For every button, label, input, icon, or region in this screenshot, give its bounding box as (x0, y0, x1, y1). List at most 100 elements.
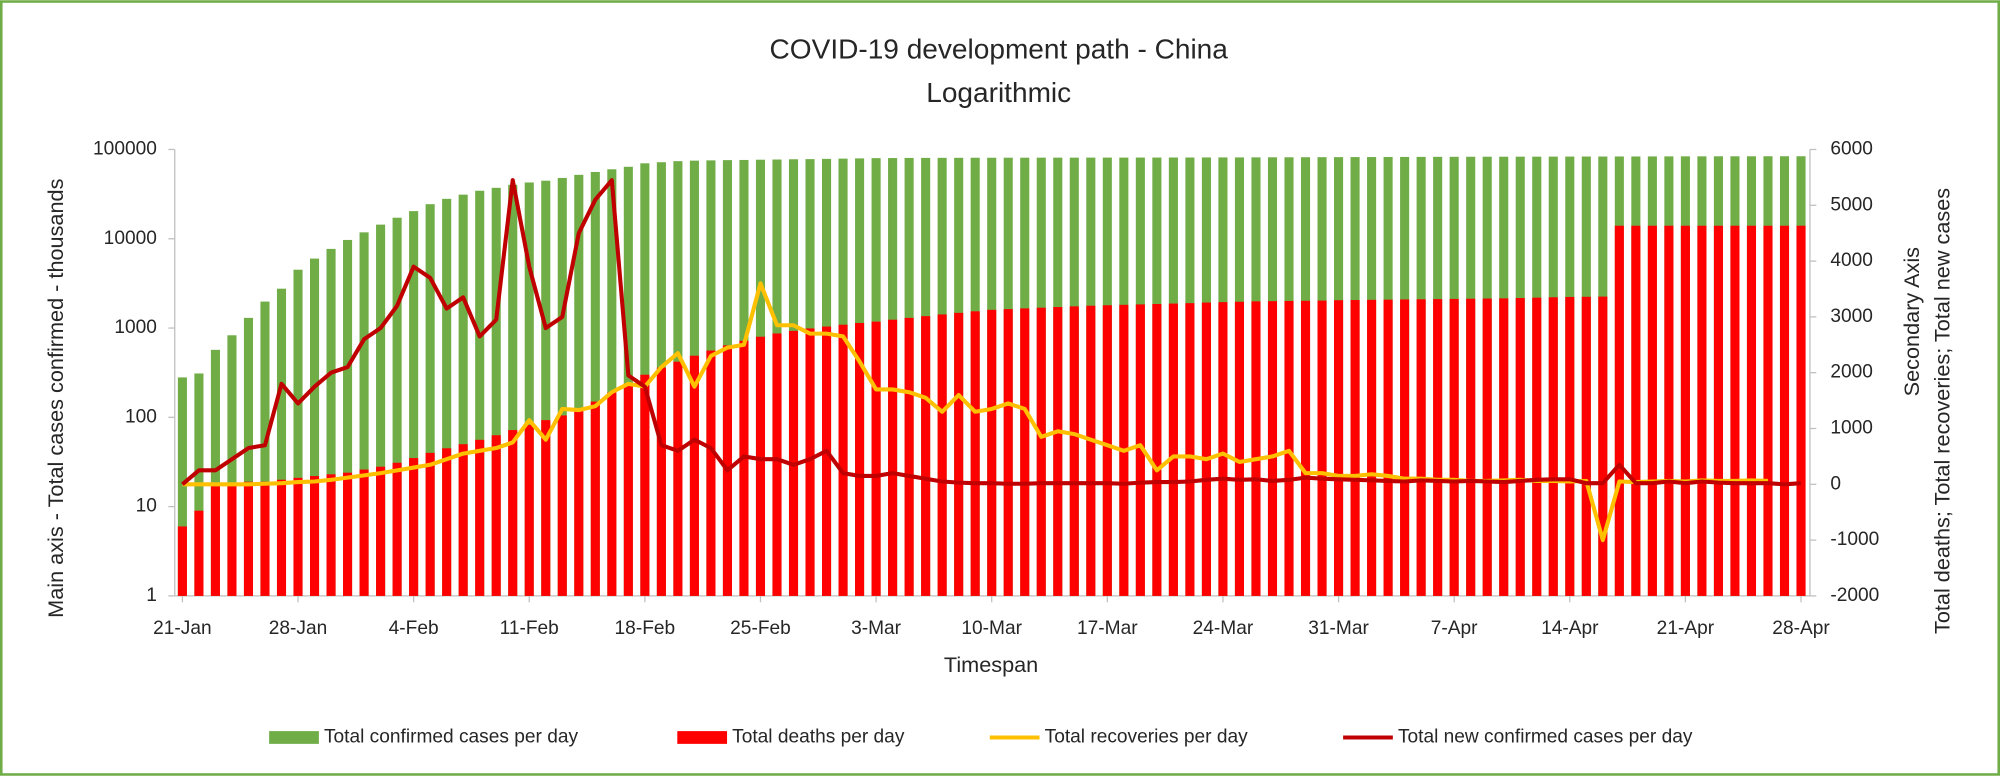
bar (293, 269, 303, 596)
y2-tick-label: 1000 (1830, 418, 1873, 439)
bar (458, 194, 468, 596)
bar (838, 324, 848, 596)
bar (1779, 225, 1790, 596)
x-tick-label: 25-Feb (730, 618, 791, 639)
bar (392, 217, 402, 596)
bar (227, 483, 237, 596)
bar (1334, 300, 1344, 596)
bar (210, 486, 220, 596)
bar (376, 466, 386, 596)
bar (1763, 225, 1773, 596)
bar (343, 239, 353, 596)
y2-tick-label: 3000 (1830, 306, 1873, 327)
bar (1515, 298, 1525, 596)
bar (1003, 309, 1013, 596)
bar (1664, 225, 1674, 596)
y2-tick-label: -2000 (1830, 585, 1879, 606)
bar (1086, 305, 1096, 596)
bar (805, 328, 815, 596)
bar (1548, 297, 1558, 596)
bar (326, 474, 336, 596)
bar (1350, 300, 1360, 596)
y-tick-label: 10 (136, 496, 157, 517)
bar (888, 319, 898, 596)
legend-label: Total confirmed cases per day (324, 727, 578, 748)
bar (458, 444, 468, 596)
y2-axis-title: Secondary Axis (1899, 247, 1924, 397)
bar (475, 439, 485, 596)
bar (904, 317, 914, 596)
y2-tick-label: -1000 (1830, 529, 1879, 550)
y-axis-title: Main axis - Total cases confirmed - thou… (43, 178, 68, 617)
y2-axis-title: Total deaths; Total recoveries; Total ne… (1930, 188, 1955, 634)
bar (1466, 298, 1476, 596)
legend-label: Total new confirmed cases per day (1398, 727, 1693, 748)
bar (177, 377, 187, 596)
x-axis-title: Timespan (944, 652, 1038, 677)
x-tick-label: 18-Feb (615, 618, 676, 639)
bar (755, 336, 766, 596)
bar (309, 258, 320, 596)
bar (1036, 307, 1046, 596)
bar (739, 340, 749, 596)
bar (1532, 297, 1542, 596)
bar (673, 361, 683, 596)
y2-tick-label: 6000 (1830, 139, 1873, 160)
bar (1565, 296, 1575, 596)
bar (1201, 302, 1211, 596)
bar (640, 374, 650, 596)
bar (243, 317, 254, 596)
bar (574, 174, 584, 596)
bar (1697, 225, 1707, 596)
x-tick-label: 28-Jan (269, 618, 327, 639)
bar (954, 312, 964, 596)
bar (442, 198, 452, 596)
bar (1631, 225, 1641, 596)
bar (1020, 308, 1030, 596)
chart-subtitle: Logarithmic (926, 77, 1071, 108)
x-tick-label: 17-Mar (1077, 618, 1138, 639)
y-tick-label: 1 (146, 585, 157, 606)
bar (541, 180, 551, 596)
y-tick-label: 10000 (104, 228, 157, 249)
x-tick-label: 21-Jan (153, 618, 211, 639)
bar (508, 430, 518, 596)
x-tick-label: 11-Feb (500, 618, 559, 639)
bar (227, 335, 237, 596)
bar (260, 481, 270, 596)
bar (855, 322, 865, 596)
bar (210, 349, 220, 596)
bar (1069, 306, 1079, 596)
bar (623, 383, 633, 596)
bar (590, 401, 600, 596)
bar (359, 232, 369, 596)
bar (1713, 225, 1723, 596)
x-tick-label: 31-Mar (1308, 618, 1369, 639)
bar (1267, 301, 1278, 596)
bar (508, 184, 518, 596)
bar (491, 435, 501, 596)
bar (1102, 305, 1112, 596)
y2-tick-label: 2000 (1830, 362, 1873, 383)
bar (442, 448, 452, 596)
bar (772, 333, 782, 596)
bar (1647, 225, 1657, 596)
bar (1449, 298, 1459, 596)
bar (524, 425, 534, 596)
bar (921, 316, 931, 596)
y2-tick-label: 5000 (1830, 194, 1873, 215)
bar (557, 415, 567, 596)
x-tick-label: 4-Feb (389, 618, 439, 639)
legend-label: Total deaths per day (732, 727, 905, 748)
bar (590, 171, 600, 596)
bar (1680, 225, 1690, 596)
x-tick-label: 21-Apr (1657, 618, 1715, 639)
bar (243, 481, 254, 596)
x-tick-label: 7-Apr (1431, 618, 1478, 639)
bar (1433, 299, 1443, 596)
y2-tick-label: 0 (1830, 473, 1841, 494)
legend-swatch (269, 731, 319, 744)
bar (689, 355, 699, 596)
bar (970, 311, 980, 596)
